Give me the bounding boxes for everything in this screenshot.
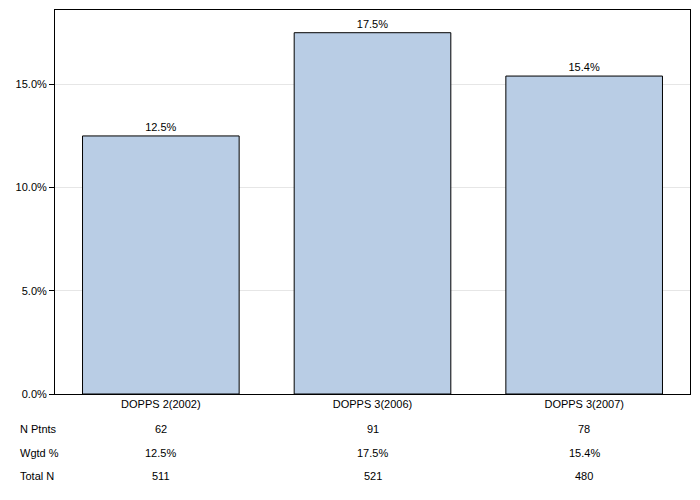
svg-text:Wgtd %: Wgtd %	[20, 447, 59, 459]
svg-text:15.0%: 15.0%	[16, 78, 47, 90]
svg-text:Total N: Total N	[20, 470, 54, 482]
svg-text:DOPPS 3(2007): DOPPS 3(2007)	[544, 398, 623, 410]
svg-text:15.4%: 15.4%	[568, 61, 599, 73]
svg-text:12.5%: 12.5%	[145, 121, 176, 133]
svg-text:91: 91	[367, 423, 379, 435]
svg-text:DOPPS 2(2002): DOPPS 2(2002)	[121, 398, 200, 410]
svg-text:17.5%: 17.5%	[357, 18, 388, 30]
svg-text:DOPPS 3(2006): DOPPS 3(2006)	[333, 398, 412, 410]
svg-text:521: 521	[364, 470, 382, 482]
svg-text:15.4%: 15.4%	[569, 447, 600, 459]
svg-text:5.0%: 5.0%	[22, 285, 47, 297]
svg-text:12.5%: 12.5%	[145, 447, 176, 459]
svg-text:62: 62	[155, 423, 167, 435]
svg-text:480: 480	[575, 470, 593, 482]
svg-text:78: 78	[578, 423, 590, 435]
svg-text:N Ptnts: N Ptnts	[20, 423, 57, 435]
svg-text:17.5%: 17.5%	[357, 447, 388, 459]
svg-text:0.0%: 0.0%	[22, 388, 47, 400]
svg-text:511: 511	[152, 470, 170, 482]
svg-text:10.0%: 10.0%	[16, 181, 47, 193]
